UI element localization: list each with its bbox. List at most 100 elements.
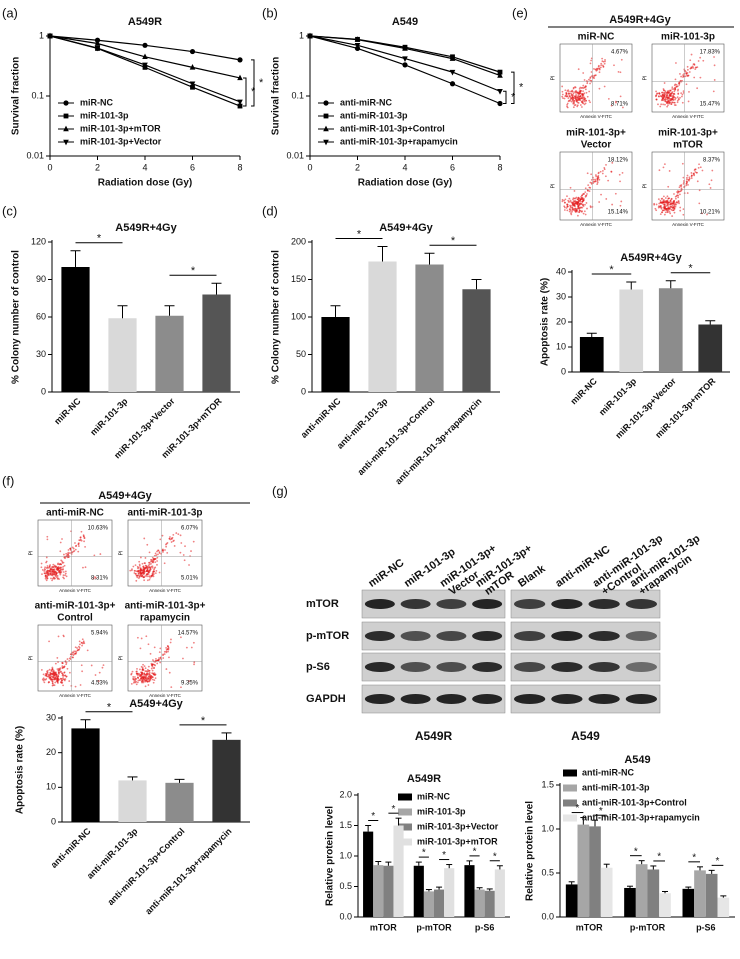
event-dot — [51, 574, 54, 577]
event-dot — [581, 200, 584, 203]
event-dot — [140, 637, 143, 640]
x-axis-title: Radiation dose (Gy) — [358, 178, 452, 189]
event-dot — [573, 200, 576, 203]
event-dot — [52, 563, 55, 566]
marker — [47, 33, 53, 40]
event-dot — [577, 196, 580, 199]
bar — [415, 264, 444, 392]
event-dot — [694, 68, 697, 71]
event-dot — [584, 191, 587, 194]
event-dot — [45, 556, 48, 559]
blot-band — [588, 599, 620, 609]
y-tick-label: 60 — [36, 311, 46, 321]
chart-title: A549R+4Gy — [620, 252, 682, 264]
x-tick-label: anti-miR-101-3p+Control — [355, 396, 436, 477]
flow-x-axis: Annexin V-FITC — [672, 114, 705, 119]
y-tick-label: 120 — [31, 236, 46, 246]
event-dot — [577, 96, 580, 99]
bar — [589, 826, 601, 917]
event-dot — [566, 203, 569, 206]
event-dot — [40, 566, 43, 569]
event-dot — [662, 201, 665, 204]
significance-label: * — [716, 856, 720, 867]
event-dot — [661, 209, 664, 212]
event-dot — [682, 176, 685, 179]
x-tick-label: 4 — [402, 162, 407, 172]
event-dot — [170, 638, 172, 641]
event-dot — [661, 91, 664, 94]
event-dot — [148, 669, 151, 672]
event-dot — [680, 92, 683, 95]
event-dot — [711, 169, 714, 172]
event-dot — [671, 88, 674, 90]
event-dot — [162, 551, 164, 553]
event-dot — [655, 209, 658, 212]
event-dot — [685, 83, 688, 86]
panel-label: (c) — [2, 203, 17, 218]
event-dot — [166, 648, 169, 651]
event-dot — [158, 651, 161, 654]
event-dot — [674, 86, 677, 89]
event-dot — [45, 672, 48, 675]
event-dot — [690, 66, 693, 69]
event-dot — [577, 201, 580, 204]
event-dot — [153, 567, 156, 570]
event-dot — [658, 93, 661, 95]
event-dot — [668, 99, 671, 102]
blot-band — [625, 631, 658, 641]
event-dot — [40, 669, 43, 671]
event-dot — [59, 571, 61, 574]
flow-x-axis: Annexin V-FITC — [580, 114, 613, 119]
legend-label: miR-101-3p+mTOR — [80, 123, 161, 133]
event-dot — [65, 675, 68, 678]
event-dot — [580, 198, 583, 200]
event-dot — [71, 656, 74, 659]
event-dot — [561, 95, 564, 98]
event-dot — [63, 564, 66, 567]
event-dot — [589, 62, 592, 65]
event-dot — [46, 575, 49, 578]
legend-label: anti-miR-101-3p — [340, 110, 408, 120]
event-dot — [150, 677, 152, 680]
event-dot — [153, 663, 156, 666]
event-dot — [570, 90, 572, 93]
event-dot — [583, 100, 586, 103]
event-dot — [563, 209, 566, 211]
y-tick-label: 100 — [291, 311, 306, 321]
event-dot — [708, 183, 711, 186]
event-dot — [165, 668, 168, 670]
marker — [449, 81, 456, 87]
event-dot — [679, 193, 681, 196]
event-dot — [74, 542, 76, 544]
panel-label: (d) — [262, 203, 278, 218]
event-dot — [147, 684, 150, 686]
event-dot — [49, 671, 52, 674]
event-dot — [74, 548, 77, 551]
blot-band — [436, 694, 467, 704]
event-dot — [147, 677, 149, 680]
event-dot — [142, 680, 145, 683]
significance-label: * — [259, 77, 264, 89]
bar — [705, 873, 718, 917]
event-dot — [572, 102, 575, 105]
event-dot — [660, 197, 663, 200]
event-dot — [169, 641, 172, 644]
event-dot — [619, 180, 621, 183]
event-dot — [45, 574, 47, 577]
y-tick-label: 20 — [46, 747, 56, 757]
event-dot — [597, 172, 600, 175]
event-dot — [136, 668, 138, 670]
bar — [423, 891, 434, 917]
event-dot — [83, 537, 86, 539]
event-dot — [620, 58, 623, 61]
blot-band — [472, 694, 503, 704]
event-dot — [601, 57, 604, 60]
bar — [373, 865, 384, 917]
event-dot — [603, 85, 606, 88]
event-dot — [604, 175, 607, 178]
event-dot — [670, 99, 673, 102]
event-dot — [79, 643, 81, 646]
event-dot — [99, 553, 102, 555]
event-dot — [46, 566, 49, 569]
event-dot — [658, 95, 660, 98]
